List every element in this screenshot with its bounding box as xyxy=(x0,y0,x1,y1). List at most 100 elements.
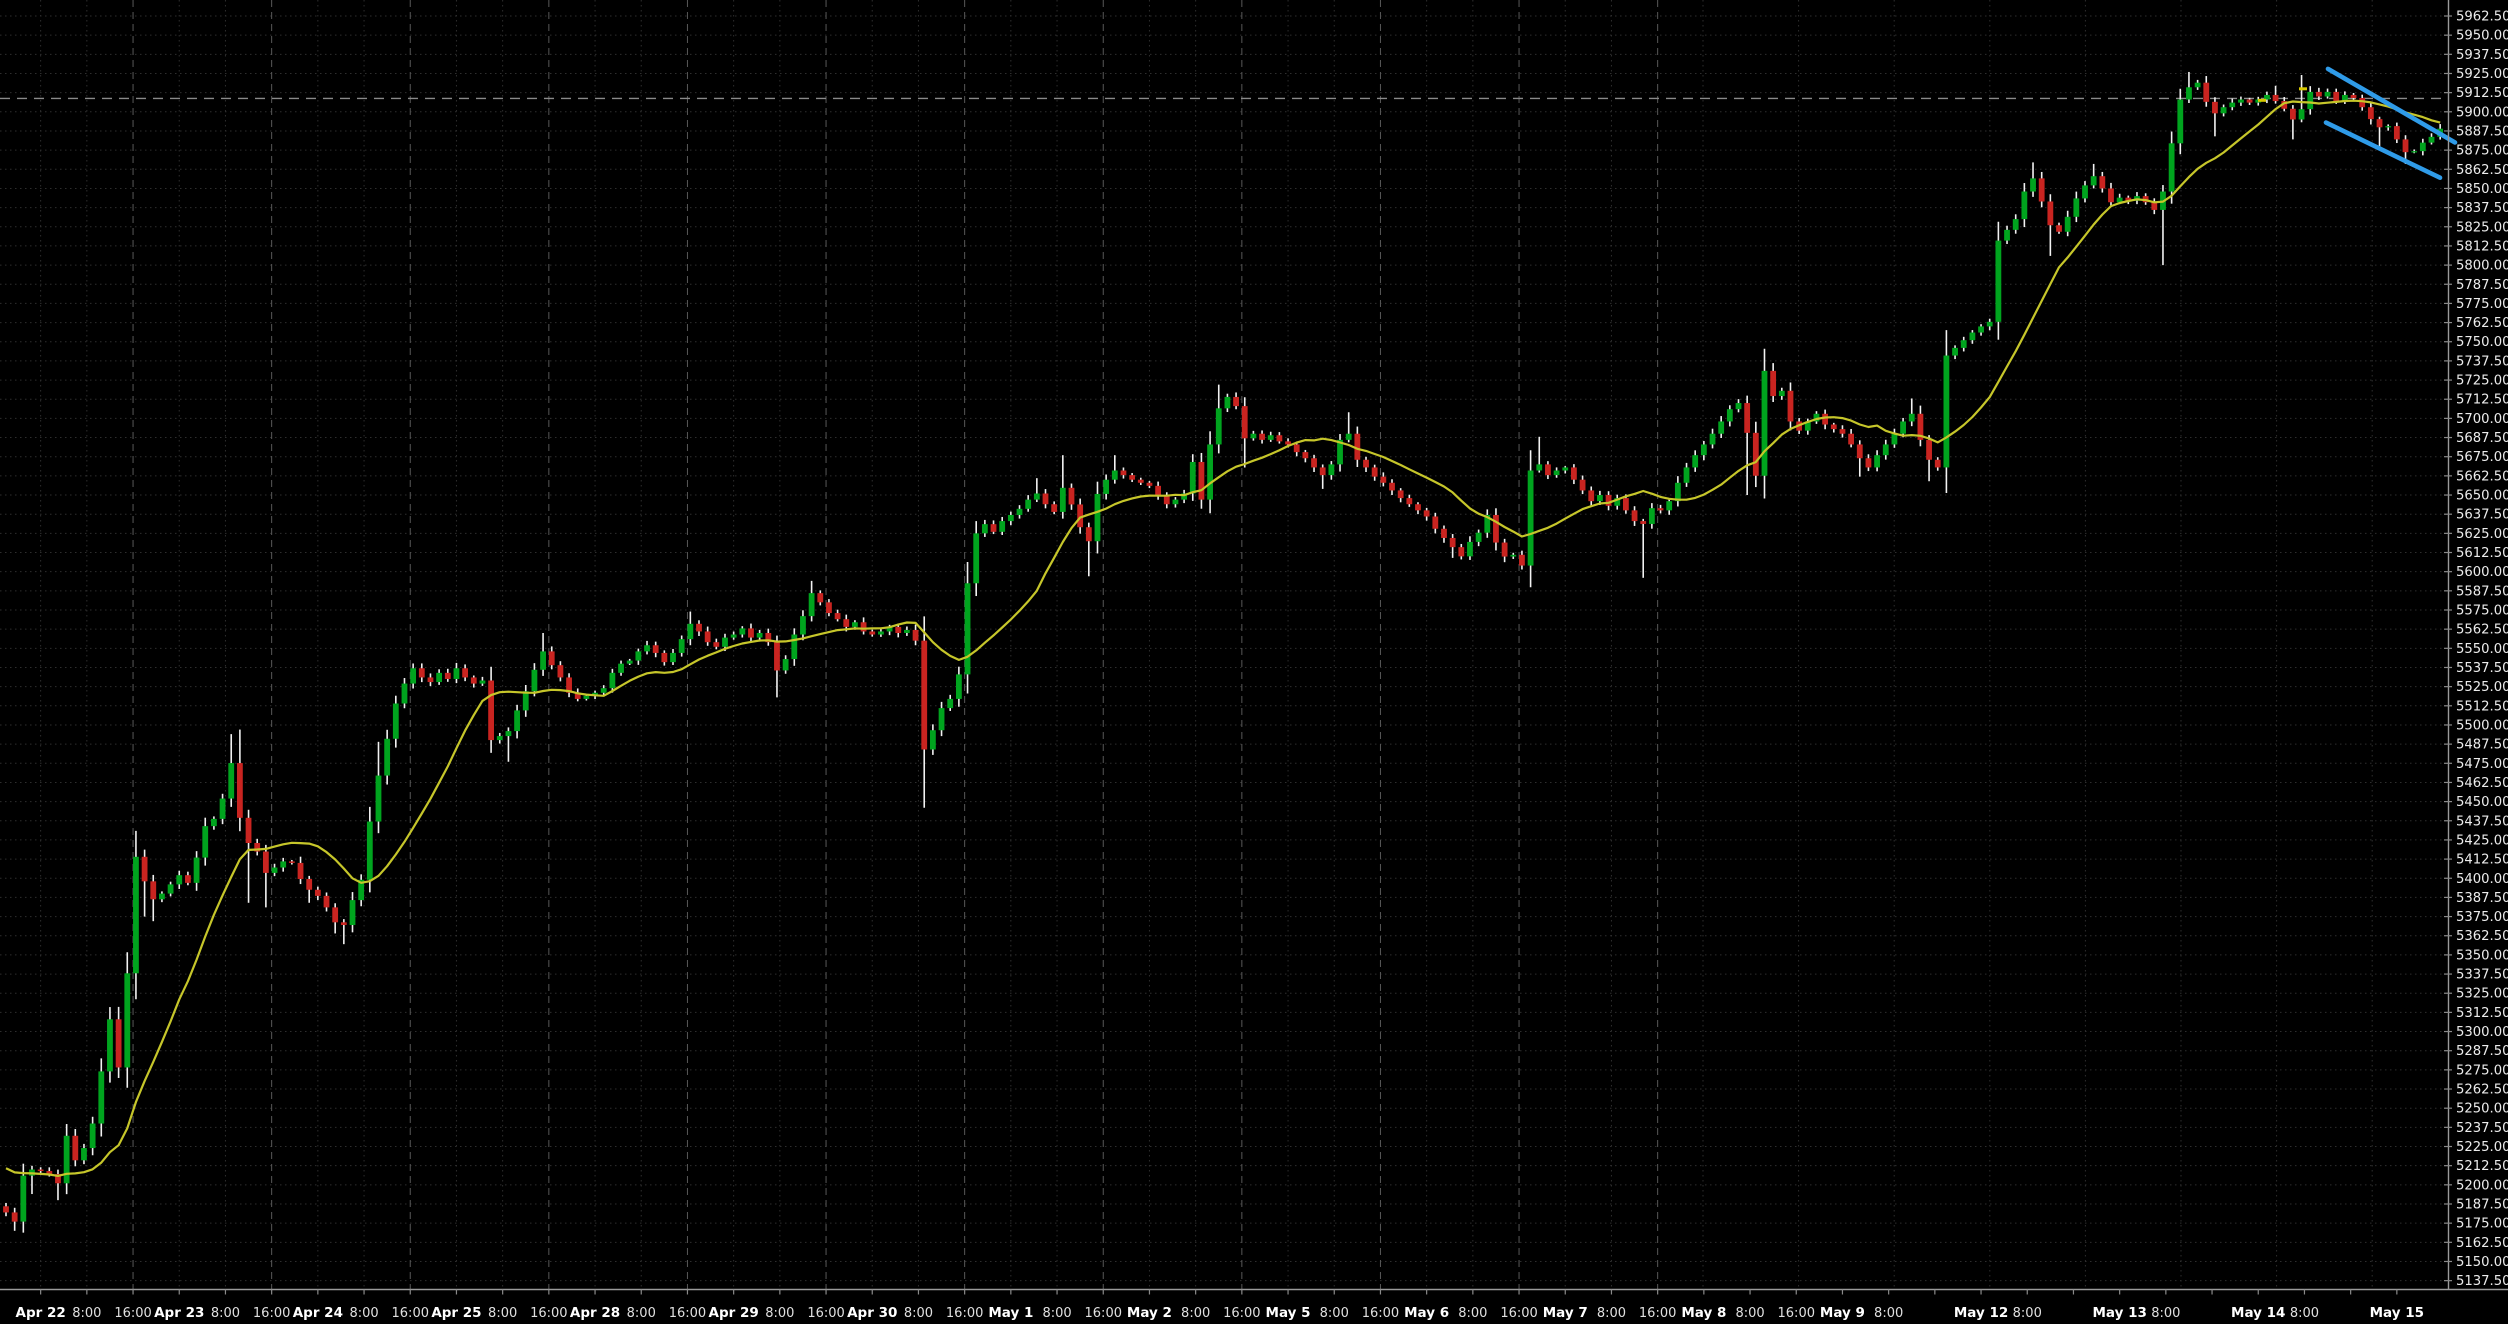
time-axis-date-label: Apr 22 xyxy=(16,1305,66,1321)
price-axis-label: 5137.50 xyxy=(2456,1274,2508,1289)
time-axis-time-label: 16:00 xyxy=(669,1306,706,1321)
candle-body-bear xyxy=(1588,490,1595,502)
candle-body-bear xyxy=(1441,528,1447,538)
candle-body-bull xyxy=(791,634,798,660)
candle-body-bull xyxy=(479,680,486,684)
price-axis-label: 5300.00 xyxy=(2456,1025,2508,1040)
candle-body-bull xyxy=(133,856,139,974)
candle-body-bull xyxy=(1995,240,2002,322)
price-axis-label: 5725.00 xyxy=(2456,374,2508,389)
price-axis-label: 5850.00 xyxy=(2456,182,2508,197)
candle-body-bull xyxy=(964,583,971,675)
price-axis-label: 5950.00 xyxy=(2456,29,2508,44)
candle-body-bear xyxy=(748,628,754,638)
time-axis-time-label: 8:00 xyxy=(904,1306,933,1321)
time-axis-time-label: 16:00 xyxy=(1223,1306,1260,1321)
candle-body-bull xyxy=(1804,421,1811,431)
price-axis-label: 5250.00 xyxy=(2456,1102,2508,1117)
price-axis-label: 5350.00 xyxy=(2456,948,2508,963)
price-axis-label: 5262.50 xyxy=(2456,1083,2508,1098)
price-axis-label: 5637.50 xyxy=(2456,508,2508,523)
candle-body-bear xyxy=(2333,91,2340,102)
candle-body-bull xyxy=(635,651,642,661)
time-axis-time-label: 16:00 xyxy=(1085,1306,1122,1321)
candle-body-bear xyxy=(2376,119,2383,128)
candle-body-bear xyxy=(37,1169,44,1172)
candle-body-bull xyxy=(808,593,815,617)
price-axis-label: 5837.50 xyxy=(2456,201,2508,216)
candle-body-bear xyxy=(1432,516,1439,529)
candle-body-bear xyxy=(1917,413,1924,440)
price-axis-label: 5750.00 xyxy=(2456,335,2508,350)
time-axis-date-label: May 5 xyxy=(1266,1305,1311,1321)
candle-body-bear xyxy=(236,763,243,818)
candle-body-bull xyxy=(800,616,806,635)
price-axis-label: 5962.50 xyxy=(2456,10,2508,25)
candle-body-bull xyxy=(384,738,391,776)
candle-body-bull xyxy=(1224,396,1231,409)
candle-body-bear xyxy=(1354,433,1361,460)
candle-body-bear xyxy=(1319,467,1326,476)
candle-body-bear xyxy=(1042,493,1049,505)
candle-body-bull xyxy=(583,695,590,699)
time-axis-date-label: May 7 xyxy=(1543,1305,1588,1321)
marker-layer xyxy=(2258,87,2307,102)
candle-body-bear xyxy=(1579,479,1586,491)
candle-body-bull xyxy=(756,632,763,638)
price-axis-label: 5187.50 xyxy=(2456,1197,2508,1212)
candle-body-bull xyxy=(375,775,382,822)
candle-body-bear xyxy=(1285,441,1291,445)
candle-body-bear xyxy=(1163,495,1170,505)
time-axis-time-label: 8:00 xyxy=(1458,1306,1487,1321)
candle-body-bear xyxy=(1276,435,1283,442)
candle-body-bull xyxy=(2264,94,2270,100)
candle-body-bear xyxy=(1640,521,1647,524)
time-axis-date-label: Apr 28 xyxy=(570,1305,620,1321)
candle-body-bull xyxy=(358,879,365,901)
channel-trendline-lower[interactable] xyxy=(2323,120,2443,181)
candle-body-bear xyxy=(2281,101,2288,109)
candle-body-bear xyxy=(713,642,720,647)
candle-body-bear xyxy=(1146,482,1153,486)
candle-body-bull xyxy=(89,1123,96,1149)
candle-body-bull xyxy=(436,672,443,683)
candle-body-bull xyxy=(1978,326,1984,333)
time-axis[interactable]: Apr 22 8:00 16:00 Apr 23 8:00 16:00 Apr 24 8:00… xyxy=(16,1289,2425,1322)
time-axis-date-label: May 6 xyxy=(1404,1305,1449,1321)
channel-trendline-upper[interactable] xyxy=(2325,66,2458,145)
time-axis-time-label: 8:00 xyxy=(2151,1306,2180,1321)
price-axis-label: 5450.00 xyxy=(2456,795,2508,810)
candle-body-bear xyxy=(427,677,434,683)
candle-body-bear xyxy=(55,1174,61,1184)
candle-body-bull xyxy=(687,623,694,640)
price-axis-label: 5812.50 xyxy=(2456,239,2508,254)
candle-body-bear xyxy=(11,1212,18,1222)
candle-body-bear xyxy=(2108,188,2114,203)
candle-body-bear xyxy=(418,668,425,678)
candle-body-bear xyxy=(332,907,339,923)
candle-body-bull xyxy=(522,691,529,711)
price-axis-label: 5862.50 xyxy=(2456,163,2508,178)
price-axis[interactable]: 5137.50 5150.00 5162.50 5175.00 5187.50 5200.… xyxy=(2444,10,2508,1290)
time-axis-time-label: 8:00 xyxy=(349,1306,378,1321)
candle-body-bear xyxy=(1068,487,1075,505)
candle-body-bear xyxy=(548,651,555,666)
candle-body-bear xyxy=(1493,514,1499,543)
candle-body-bear xyxy=(462,668,469,678)
candle-body-bull xyxy=(1908,413,1915,422)
candle-body-bull xyxy=(1111,470,1118,480)
time-axis-time-label: 8:00 xyxy=(1320,1306,1349,1321)
candle-body-bear xyxy=(1449,537,1456,548)
time-axis-date-label: May 2 xyxy=(1127,1305,1172,1321)
time-axis-time-label: 16:00 xyxy=(807,1306,844,1321)
candle-body-bear xyxy=(150,881,157,900)
candle-body-bull xyxy=(1874,455,1880,468)
time-axis-date-label: Apr 29 xyxy=(709,1305,759,1321)
candle-body-bear xyxy=(288,861,295,863)
trend-channel[interactable] xyxy=(2323,66,2458,181)
candle-body-bear xyxy=(1545,464,1551,476)
price-axis-label: 5650.00 xyxy=(2456,489,2508,504)
candle-body-bull xyxy=(392,703,399,739)
candle-body-bull xyxy=(1094,493,1101,542)
